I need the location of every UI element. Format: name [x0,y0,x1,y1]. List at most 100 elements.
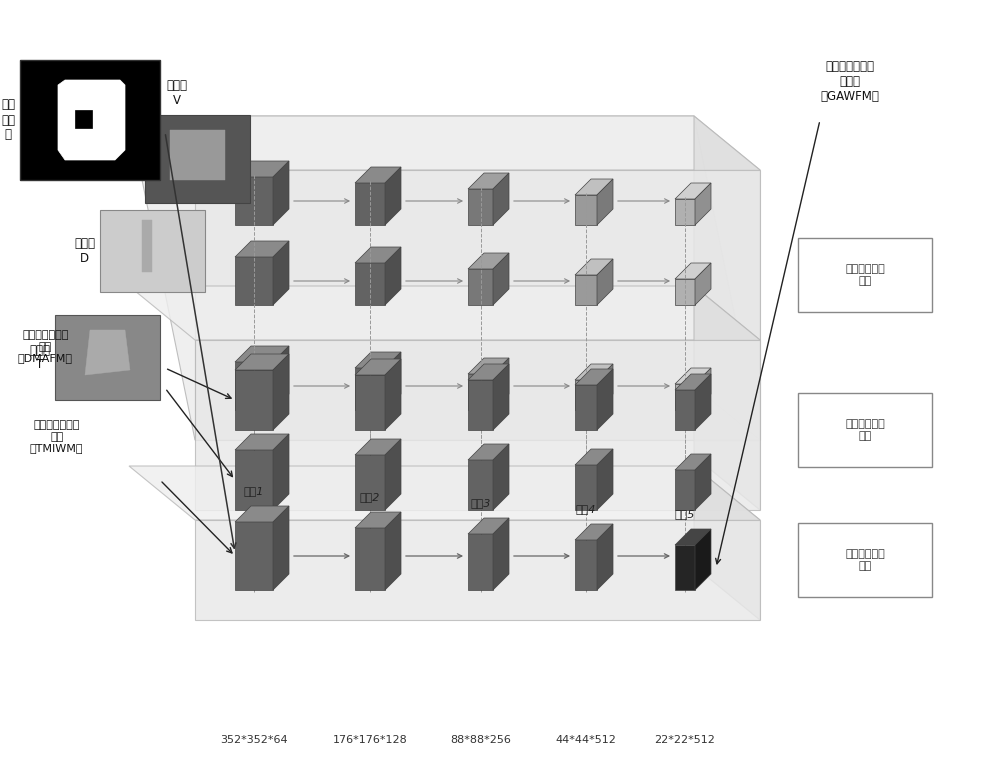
Polygon shape [235,434,289,450]
FancyBboxPatch shape [798,238,932,312]
Polygon shape [355,183,385,225]
Polygon shape [235,177,273,225]
Polygon shape [355,352,401,368]
Polygon shape [694,466,760,620]
Polygon shape [468,460,493,510]
Polygon shape [575,369,613,385]
Polygon shape [273,506,289,590]
Polygon shape [468,444,509,460]
Polygon shape [235,241,289,257]
Text: 损失3: 损失3 [470,498,491,508]
Polygon shape [597,179,613,225]
Polygon shape [675,263,711,279]
Polygon shape [695,263,711,305]
Text: 双模态注意融
合层: 双模态注意融 合层 [845,419,885,441]
Polygon shape [385,439,401,510]
Polygon shape [129,466,760,520]
Polygon shape [170,130,225,180]
Text: 双模态注意融合
模块
（DMAFM）: 双模态注意融合 模块 （DMAFM） [18,330,73,363]
Polygon shape [355,512,401,528]
Polygon shape [355,167,401,183]
Polygon shape [85,330,130,375]
Text: 损失5: 损失5 [675,509,695,519]
Polygon shape [695,529,711,590]
Polygon shape [129,286,760,340]
Polygon shape [695,374,711,430]
Polygon shape [695,183,711,225]
Polygon shape [695,368,711,410]
Polygon shape [468,534,493,590]
Text: 44*44*512: 44*44*512 [556,735,616,745]
Polygon shape [385,167,401,225]
Text: 损失2: 损失2 [360,492,380,502]
Polygon shape [195,340,760,510]
Polygon shape [675,390,695,430]
Polygon shape [675,374,711,390]
Polygon shape [575,275,597,305]
Polygon shape [675,183,711,199]
Text: 88*88*256: 88*88*256 [450,735,511,745]
Polygon shape [235,354,289,370]
Text: 单模态特征编
码层: 单模态特征编 码层 [845,264,885,286]
Polygon shape [468,374,493,410]
Polygon shape [235,257,273,305]
Polygon shape [493,364,509,430]
Text: 损失4: 损失4 [576,504,596,514]
Polygon shape [575,449,613,465]
Polygon shape [129,116,760,170]
Polygon shape [235,506,289,522]
Polygon shape [468,380,493,430]
Polygon shape [355,368,385,410]
Polygon shape [597,369,613,430]
Text: 温度图
T: 温度图 T [29,344,50,372]
Polygon shape [575,524,613,540]
Polygon shape [597,524,613,590]
Polygon shape [493,444,509,510]
Text: 三模态交互加
权层: 三模态交互加 权层 [845,549,885,571]
Polygon shape [675,545,695,590]
FancyBboxPatch shape [798,393,932,467]
Polygon shape [55,315,160,400]
Polygon shape [20,60,160,180]
Polygon shape [468,364,509,380]
Polygon shape [493,358,509,410]
Polygon shape [597,364,613,410]
Polygon shape [694,286,760,510]
Polygon shape [355,455,385,510]
Polygon shape [575,380,597,410]
Text: 彩色图
V: 彩色图 V [166,79,188,107]
Polygon shape [235,522,273,590]
Polygon shape [468,269,493,305]
Polygon shape [273,241,289,305]
Text: 三模态交互加权
模块
（TMIWM）: 三模态交互加权 模块 （TMIWM） [30,420,84,453]
Polygon shape [195,170,760,440]
Polygon shape [100,210,205,292]
Polygon shape [129,116,760,440]
Polygon shape [235,362,273,410]
Text: 352*352*64: 352*352*64 [220,735,288,745]
Polygon shape [575,179,613,195]
Polygon shape [273,346,289,410]
Polygon shape [468,253,509,269]
Polygon shape [195,520,760,620]
Polygon shape [273,354,289,430]
Polygon shape [235,346,289,362]
Polygon shape [385,352,401,410]
Polygon shape [355,263,385,305]
Polygon shape [145,115,250,203]
Polygon shape [355,528,385,590]
Polygon shape [597,259,613,305]
Polygon shape [493,253,509,305]
Polygon shape [385,247,401,305]
Polygon shape [675,470,695,510]
Polygon shape [273,434,289,510]
FancyBboxPatch shape [798,523,932,597]
Polygon shape [575,465,597,510]
Polygon shape [675,368,711,384]
Text: 预测
结果
图: 预测 结果 图 [1,99,15,142]
Polygon shape [273,161,289,225]
Polygon shape [675,454,711,470]
Polygon shape [597,449,613,510]
Polygon shape [493,173,509,225]
Text: 深度图
D: 深度图 D [74,237,95,265]
